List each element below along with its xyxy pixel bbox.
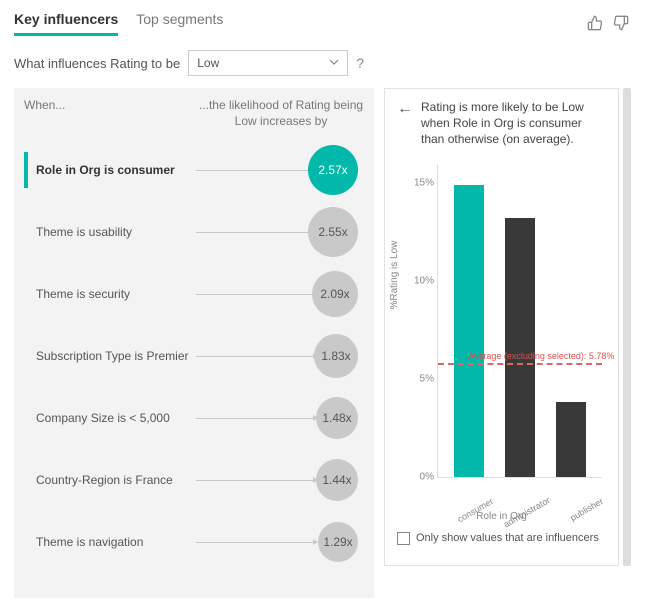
tab-top-segments[interactable]: Top segments <box>136 11 223 36</box>
back-arrow-icon[interactable]: ← <box>397 101 413 117</box>
detail-panel: ← Rating is more likely to be Low when R… <box>384 88 619 566</box>
chart-ylabel: %Rating is Low <box>389 240 400 309</box>
chart-xlabel: Role in Org <box>397 511 606 522</box>
influencers-panel: When... ...the likelihood of Rating bein… <box>14 88 374 598</box>
tab-key-influencers[interactable]: Key influencers <box>14 11 118 36</box>
chart-bar[interactable] <box>556 402 586 476</box>
insight-text: Rating is more likely to be Low when Rol… <box>421 99 606 148</box>
selection-marker <box>24 524 28 560</box>
influencer-row[interactable]: Theme is security 2.09x <box>24 263 368 325</box>
influencer-label: Theme is usability <box>36 225 196 239</box>
detail-chart: %Rating is Low 15%10%5%0%Average (exclud… <box>397 164 606 524</box>
selection-marker <box>24 152 28 188</box>
ytick: 5% <box>406 373 434 384</box>
selection-marker <box>24 400 28 436</box>
average-label: Average (excluding selected): 5.78% <box>468 351 614 361</box>
influencer-row[interactable]: Subscription Type is Premier 1.83x <box>24 325 368 387</box>
chevron-down-icon <box>329 57 339 70</box>
influencer-bubble: 2.09x <box>312 271 358 317</box>
influencer-bubble: 2.55x <box>308 207 358 257</box>
rating-value-select[interactable]: Low <box>188 50 348 76</box>
influencer-bubble: 1.48x <box>316 397 358 439</box>
select-value: Low <box>197 56 219 70</box>
influencer-label: Subscription Type is Premier <box>36 349 196 363</box>
help-icon[interactable]: ? <box>356 55 364 71</box>
influencer-bubble: 2.57x <box>308 145 358 195</box>
selection-marker <box>24 214 28 250</box>
influencer-label: Company Size is < 5,000 <box>36 411 196 425</box>
chart-bar[interactable] <box>505 218 535 476</box>
influencer-bubble: 1.83x <box>314 334 358 378</box>
influencer-row[interactable]: Country-Region is France 1.44x <box>24 449 368 511</box>
influencer-bubble: 1.29x <box>318 522 358 562</box>
selection-marker <box>24 276 28 312</box>
column-header-likelihood: ...the likelihood of Rating being Low in… <box>194 98 368 129</box>
average-line <box>438 363 602 365</box>
selection-marker <box>24 338 28 374</box>
ytick: 0% <box>406 471 434 482</box>
selection-marker <box>24 462 28 498</box>
only-influencers-label: Only show values that are influencers <box>416 532 599 544</box>
thumbs-down-icon[interactable] <box>611 13 631 33</box>
influencer-row[interactable]: Company Size is < 5,000 1.48x <box>24 387 368 449</box>
influencer-label: Theme is security <box>36 287 196 301</box>
influencer-row[interactable]: Role in Org is consumer 2.57x <box>24 139 368 201</box>
ytick: 15% <box>406 178 434 189</box>
question-prefix: What influences Rating to be <box>14 56 180 71</box>
influencer-label: Role in Org is consumer <box>36 163 196 177</box>
ytick: 10% <box>406 275 434 286</box>
influencer-row[interactable]: Theme is navigation 1.29x <box>24 511 368 573</box>
column-header-when: When... <box>24 98 194 129</box>
influencer-label: Theme is navigation <box>36 535 196 549</box>
thumbs-up-icon[interactable] <box>585 13 605 33</box>
influencer-bubble: 1.44x <box>316 459 358 501</box>
chart-bar[interactable] <box>454 185 484 476</box>
scrollbar[interactable] <box>623 88 631 566</box>
only-influencers-checkbox[interactable] <box>397 532 410 545</box>
influencer-label: Country-Region is France <box>36 473 196 487</box>
influencer-row[interactable]: Theme is usability 2.55x <box>24 201 368 263</box>
